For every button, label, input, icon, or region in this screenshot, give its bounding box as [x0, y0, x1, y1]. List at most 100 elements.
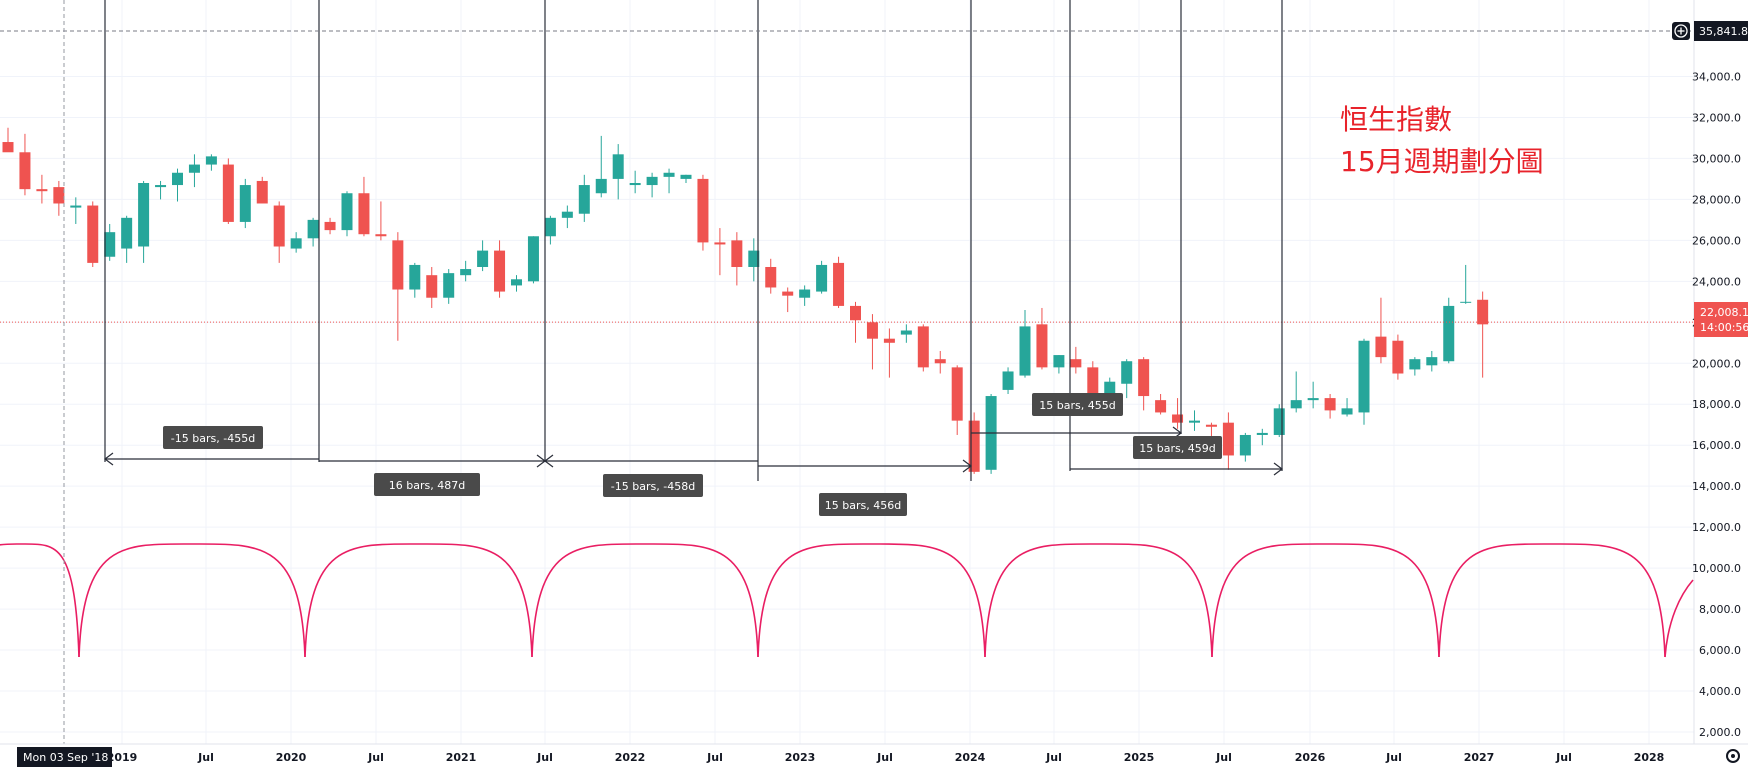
- chart-title-line-1: 恒生指數: [1340, 103, 1452, 136]
- candle: [561, 205, 573, 229]
- candle: [714, 228, 726, 276]
- candle: [477, 240, 489, 272]
- candle: [833, 256, 845, 308]
- price-axis[interactable]: 2,000.0 4,000.0 6,000.0 8,000.0 10,000.0 12,0…: [1692, 0, 1741, 744]
- candle-body: [1138, 359, 1150, 397]
- crosshair: [0, 0, 1694, 744]
- candlestick-series[interactable]: [0, 127, 1694, 474]
- candle: [87, 201, 99, 267]
- measure-label-text: 16 bars, 487d: [389, 479, 465, 492]
- candle: [172, 168, 183, 202]
- measure-arrow: [962, 459, 972, 473]
- measure-label: 15 bars, 459d: [1133, 436, 1222, 459]
- time-tick-label: Jul: [706, 751, 723, 764]
- time-tick-label: Jul: [1045, 751, 1062, 764]
- candle-body: [663, 172, 675, 177]
- candle-body: [680, 174, 692, 179]
- candle-body: [1019, 326, 1031, 376]
- candle: [951, 365, 963, 435]
- candle: [53, 180, 65, 216]
- candle-body: [104, 232, 116, 257]
- candle-body: [188, 164, 200, 173]
- candle-body: [1104, 381, 1116, 401]
- candle: [612, 144, 624, 200]
- candle-body: [1002, 371, 1014, 390]
- candle-body: [172, 172, 183, 186]
- candle: [1036, 307, 1048, 370]
- candle-body: [121, 217, 133, 249]
- measure-label: -15 bars, -458d: [603, 474, 703, 497]
- candle-body: [748, 250, 760, 267]
- candle: [646, 172, 658, 198]
- candle-body: [205, 156, 217, 165]
- candle: [1409, 357, 1421, 376]
- price-tick-label: 16,000.0: [1692, 439, 1741, 452]
- candle-body: [290, 238, 302, 249]
- candle-body: [222, 164, 234, 222]
- candle-body: [595, 178, 607, 194]
- chart-title-line-2: 15月週期劃分圖: [1340, 145, 1544, 178]
- price-tick-label: 10,000.0: [1692, 562, 1741, 575]
- candle: [1121, 359, 1133, 399]
- candle-body: [951, 367, 963, 421]
- time-tick-label: Jul: [197, 751, 214, 764]
- candle-body: [697, 178, 709, 243]
- candle: [70, 197, 82, 224]
- candle-body: [324, 221, 336, 231]
- candle: [375, 201, 387, 241]
- candle: [239, 178, 251, 229]
- measure-tools[interactable]: -15 bars, -455d 16 bars, 487d -15 bars, -4…: [104, 0, 1283, 516]
- candle: [1002, 367, 1014, 394]
- candle-body: [782, 291, 794, 296]
- candle-body: [1324, 398, 1336, 411]
- cycle-arc: [984, 543, 1213, 658]
- candle-body: [70, 205, 82, 208]
- candle: [544, 215, 556, 245]
- candle: [460, 260, 472, 282]
- settings-gear-icon[interactable]: [1726, 749, 1740, 763]
- candle: [205, 154, 217, 171]
- time-tick-label: Jul: [876, 751, 893, 764]
- price-tick-label: 26,000.0: [1692, 234, 1741, 247]
- price-tick-label: 6,000.0: [1699, 644, 1741, 657]
- candle-body: [443, 273, 455, 298]
- add-alert-button[interactable]: [1672, 22, 1690, 40]
- time-axis[interactable]: 2019 Jul 2020 Jul 2021 Jul 2022 Jul 2023 Jul 2024 J…: [0, 743, 1748, 764]
- cycle-arc: [1211, 543, 1440, 658]
- candle: [765, 258, 777, 294]
- last-price-countdown: 14:00:56: [1700, 321, 1748, 334]
- price-tick-label: 28,000.0: [1692, 193, 1741, 206]
- cycle-arc: [304, 543, 533, 658]
- candle: [1239, 432, 1251, 462]
- candle: [1460, 264, 1472, 304]
- time-tick-label: 2024: [955, 751, 986, 764]
- candle-body: [1256, 432, 1268, 435]
- candle-body: [426, 275, 438, 298]
- candle-body: [968, 420, 980, 472]
- time-tick-label: 2025: [1124, 751, 1155, 764]
- candle-body: [155, 185, 167, 188]
- candle: [578, 174, 590, 222]
- candle-body: [833, 262, 845, 306]
- crosshair-time-tag: Mon 03 Sep '18: [17, 747, 112, 767]
- price-tick-label: 32,000.0: [1692, 111, 1741, 124]
- price-tick-label: 8,000.0: [1699, 603, 1741, 616]
- time-tick-label: Jul: [1215, 751, 1232, 764]
- candle: [680, 174, 692, 184]
- price-tick-label: 34,000.0: [1692, 70, 1741, 83]
- time-tick-label: 2023: [785, 751, 816, 764]
- candle-body: [358, 193, 370, 235]
- candle: [1443, 297, 1455, 364]
- crosshair-price-value: 35,841.8: [1699, 25, 1748, 38]
- candle: [748, 238, 760, 282]
- measure-label-text: -15 bars, -458d: [611, 480, 695, 493]
- candle-body: [375, 234, 387, 237]
- candle: [1341, 398, 1353, 417]
- candle: [1273, 404, 1285, 438]
- candle: [155, 180, 167, 200]
- measure-label-text: 15 bars, 456d: [825, 499, 901, 512]
- candle-body: [1358, 340, 1370, 413]
- candle: [121, 215, 133, 263]
- time-tick-label: Jul: [1385, 751, 1402, 764]
